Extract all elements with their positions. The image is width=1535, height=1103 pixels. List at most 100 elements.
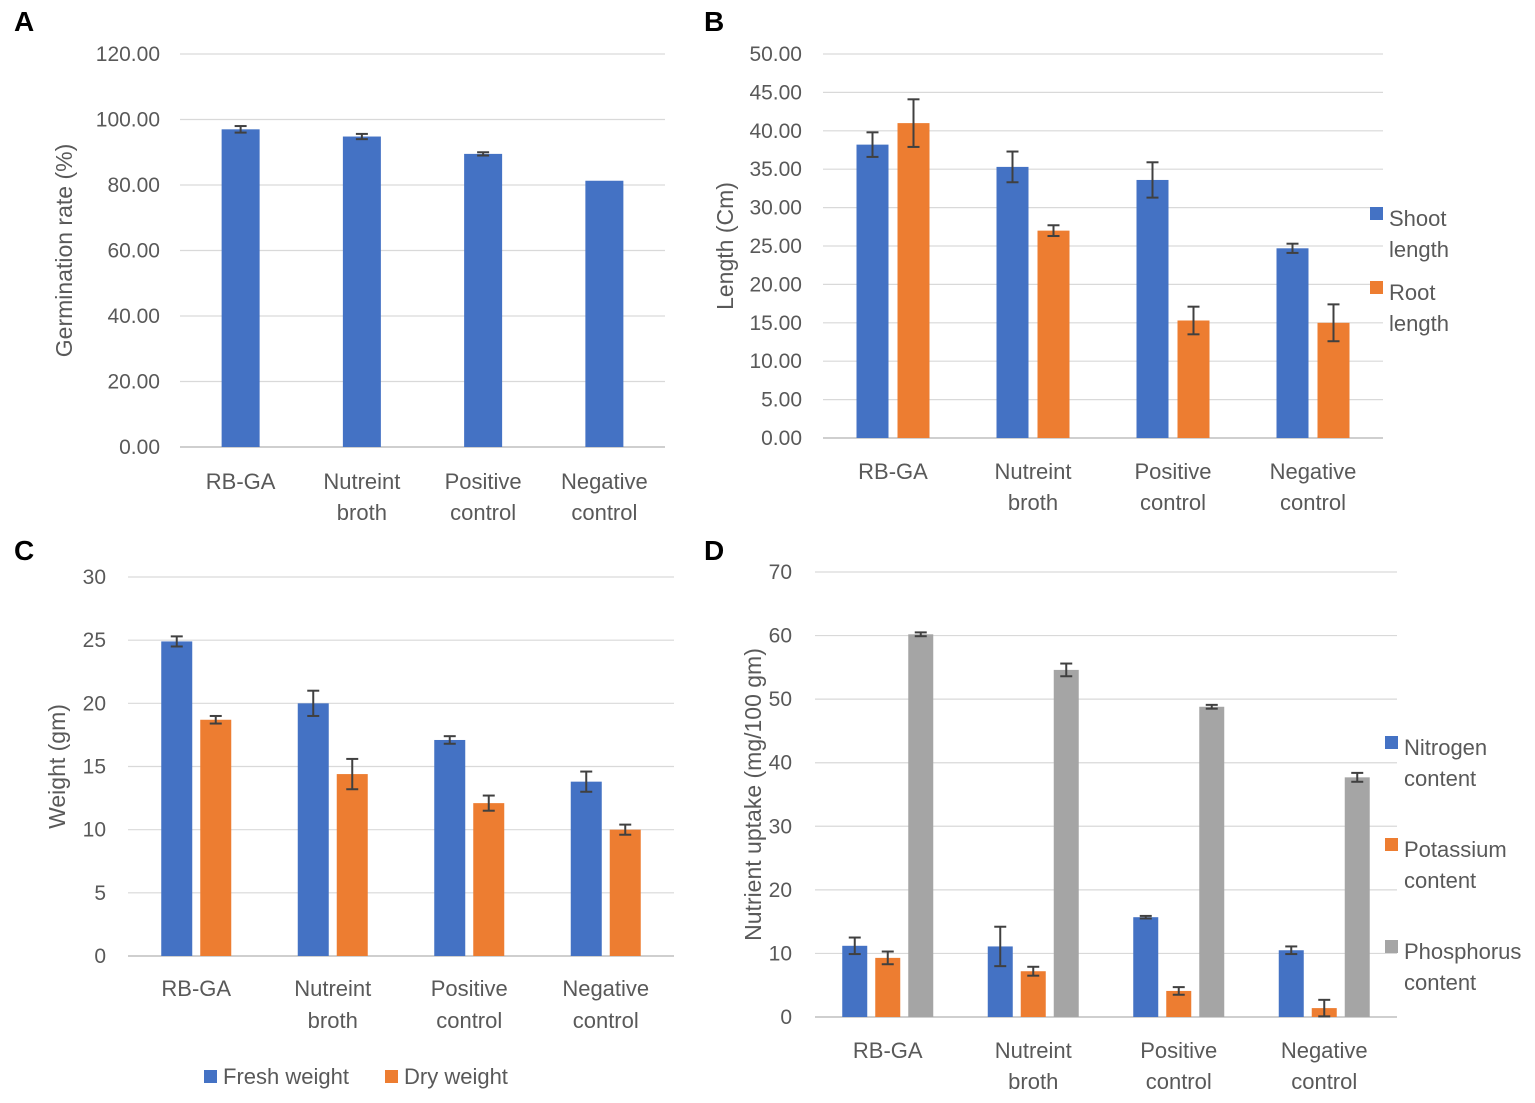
- y-axis-title: Length (Cm): [712, 182, 738, 310]
- x-tick-label: RB-GA: [161, 976, 231, 1001]
- x-tick-label: Positive: [431, 976, 508, 1001]
- y-tick-label: 15: [83, 756, 106, 779]
- y-tick-label: 25.00: [749, 235, 802, 258]
- bar-phosphorus-content: [1199, 706, 1225, 1017]
- y-tick-label: 20.00: [107, 371, 160, 394]
- bar-phosphorus-content: [1053, 669, 1079, 1017]
- y-tick-label: 10.00: [749, 350, 802, 373]
- x-tick-label: control: [1291, 1069, 1357, 1094]
- bar-phosphorus-content: [908, 634, 934, 1017]
- panel-letter-c: C: [14, 535, 34, 566]
- x-tick-label: control: [1280, 490, 1346, 515]
- x-tick-label: RB-GA: [853, 1038, 923, 1063]
- y-tick-label: 0.00: [761, 427, 802, 450]
- bar-shoot-length: [1276, 248, 1309, 438]
- panel-letter-d: D: [704, 535, 724, 566]
- y-tick-label: 5: [94, 882, 106, 905]
- x-tick-label: control: [573, 1008, 639, 1033]
- x-tick-label: Negative: [562, 976, 649, 1001]
- bar-nitrogen-content: [1278, 950, 1304, 1017]
- legend-swatch: [204, 1070, 217, 1083]
- y-tick-label: 35.00: [749, 158, 802, 181]
- legend-swatch: [385, 1070, 398, 1083]
- bar-shoot-length: [996, 166, 1029, 438]
- x-tick-label: Positive: [445, 469, 522, 494]
- panel-letter-b: B: [704, 6, 724, 37]
- x-tick-label: RB-GA: [858, 459, 928, 484]
- y-tick-label: 70: [769, 561, 792, 584]
- y-tick-label: 20.00: [749, 273, 802, 296]
- y-tick-label: 15.00: [749, 312, 802, 335]
- x-tick-label: Negative: [1281, 1038, 1368, 1063]
- y-tick-label: 60.00: [107, 240, 160, 263]
- x-tick-label: Nutreint: [994, 459, 1071, 484]
- y-tick-label: 30: [83, 566, 106, 589]
- legend-label: Dry weight: [404, 1064, 508, 1089]
- x-tick-label: Nutreint: [323, 469, 400, 494]
- bar-fresh-weight: [434, 739, 466, 956]
- legend-label: Shoot: [1389, 206, 1447, 231]
- bar-germination-rate: [342, 136, 381, 447]
- y-tick-label: 10: [769, 942, 792, 965]
- legend-swatch: [1370, 207, 1383, 220]
- bar-potassium-content: [1020, 971, 1046, 1017]
- chart-c-weight: 0 5 10 15 20 25 30 Weight (gm) RB-GA Nutreint brot…: [44, 566, 674, 1089]
- x-tick-label: broth: [308, 1008, 358, 1033]
- bar-fresh-weight: [161, 641, 193, 956]
- y-tick-label: 5.00: [761, 389, 802, 412]
- y-axis-title: Germination rate (%): [51, 144, 77, 357]
- bar-root-length: [1037, 230, 1070, 438]
- chart-a-germination: 0.00 20.00 40.00 60.00 80.00 100.00 120.00 Germ…: [51, 43, 665, 525]
- y-tick-label: 20: [769, 879, 792, 902]
- x-tick-label: Positive: [1134, 459, 1211, 484]
- legend-label: Potassium: [1404, 837, 1507, 862]
- x-tick-label: control: [436, 1008, 502, 1033]
- legend-swatch: [1385, 940, 1398, 953]
- bar-dry-weight: [200, 719, 232, 956]
- x-tick-label: broth: [337, 500, 387, 525]
- x-tick-label: Nutreint: [995, 1038, 1072, 1063]
- y-tick-label: 30.00: [749, 197, 802, 220]
- y-tick-label: 25: [83, 629, 106, 652]
- y-tick-label: 0: [780, 1006, 792, 1029]
- bar-nitrogen-content: [1133, 917, 1159, 1017]
- y-tick-label: 40.00: [107, 305, 160, 328]
- x-tick-label: RB-GA: [206, 469, 276, 494]
- chart-d-nutrient: 0 10 20 30 40 50 60 70 Nutrient uptake (mg/100 g…: [740, 561, 1521, 1094]
- bar-fresh-weight: [570, 781, 602, 956]
- chart-b-length: 0.00 5.00 10.00 15.00 20.00 25.00 30.00 35.00 40…: [712, 43, 1449, 515]
- y-tick-label: 45.00: [749, 81, 802, 104]
- y-tick-label: 120.00: [96, 43, 160, 66]
- legend-label: length: [1389, 311, 1449, 336]
- x-tick-label: control: [1140, 490, 1206, 515]
- x-tick-label: control: [1146, 1069, 1212, 1094]
- legend-label: length: [1389, 237, 1449, 262]
- x-tick-label: broth: [1008, 1069, 1058, 1094]
- x-tick-label: broth: [1008, 490, 1058, 515]
- bar-shoot-length: [856, 144, 889, 438]
- legend-label: content: [1404, 766, 1476, 791]
- bar-shoot-length: [1136, 179, 1169, 438]
- y-tick-label: 80.00: [107, 174, 160, 197]
- legend-label: Root: [1389, 280, 1435, 305]
- y-tick-label: 40.00: [749, 120, 802, 143]
- legend-swatch: [1370, 281, 1383, 294]
- y-tick-label: 60: [769, 625, 792, 648]
- x-tick-label: Nutreint: [294, 976, 371, 1001]
- y-tick-label: 10: [83, 819, 106, 842]
- bar-dry-weight: [336, 774, 368, 956]
- x-tick-label: control: [450, 500, 516, 525]
- y-tick-label: 20: [83, 692, 106, 715]
- panel-letter-a: A: [14, 6, 34, 37]
- bar-dry-weight: [473, 803, 505, 956]
- y-axis-title: Nutrient uptake (mg/100 gm): [740, 648, 766, 941]
- x-tick-label: Positive: [1140, 1038, 1217, 1063]
- y-tick-label: 100.00: [96, 109, 160, 132]
- x-tick-label: Negative: [1270, 459, 1357, 484]
- legend-label: content: [1404, 868, 1476, 893]
- bar-nitrogen-content: [842, 945, 868, 1017]
- x-tick-label: control: [571, 500, 637, 525]
- bar-phosphorus-content: [1344, 777, 1370, 1017]
- bar-germination-rate: [585, 180, 624, 447]
